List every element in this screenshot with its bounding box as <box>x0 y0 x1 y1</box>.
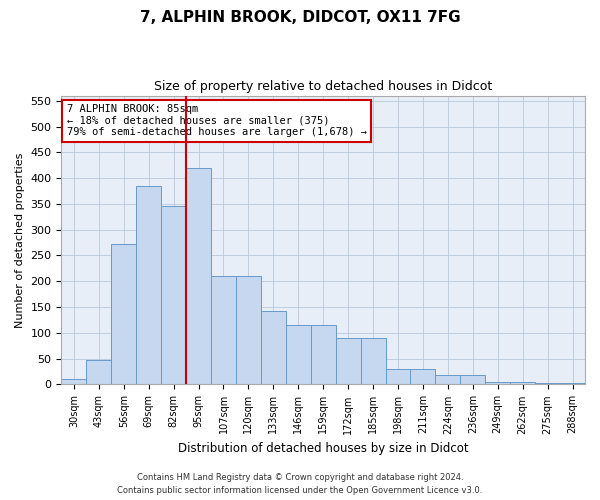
Bar <box>560 383 585 384</box>
Y-axis label: Number of detached properties: Number of detached properties <box>15 152 25 328</box>
Bar <box>161 206 186 384</box>
Bar <box>460 375 485 384</box>
Bar <box>410 369 436 384</box>
Bar <box>510 382 535 384</box>
Title: Size of property relative to detached houses in Didcot: Size of property relative to detached ho… <box>154 80 493 93</box>
Bar <box>386 369 410 384</box>
Bar <box>436 375 460 384</box>
Bar <box>261 310 286 384</box>
Bar <box>211 276 236 384</box>
Bar <box>535 383 560 384</box>
Text: 7, ALPHIN BROOK, DIDCOT, OX11 7FG: 7, ALPHIN BROOK, DIDCOT, OX11 7FG <box>140 10 460 25</box>
Bar <box>86 360 111 384</box>
Text: 7 ALPHIN BROOK: 85sqm
← 18% of detached houses are smaller (375)
79% of semi-det: 7 ALPHIN BROOK: 85sqm ← 18% of detached … <box>67 104 367 138</box>
Bar <box>236 276 261 384</box>
Bar <box>485 382 510 384</box>
Text: Contains HM Land Registry data © Crown copyright and database right 2024.
Contai: Contains HM Land Registry data © Crown c… <box>118 474 482 495</box>
Bar <box>61 380 86 384</box>
Bar <box>311 325 335 384</box>
Bar <box>286 325 311 384</box>
Bar <box>111 244 136 384</box>
Bar <box>361 338 386 384</box>
X-axis label: Distribution of detached houses by size in Didcot: Distribution of detached houses by size … <box>178 442 469 455</box>
Bar <box>136 186 161 384</box>
Bar <box>335 338 361 384</box>
Bar <box>186 168 211 384</box>
